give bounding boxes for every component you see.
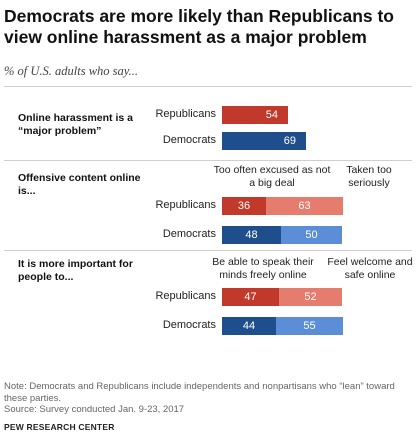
bar-democrats-1: 69 (222, 132, 306, 150)
footnote: Note: Democrats and Republicans include … (4, 381, 395, 404)
question-label: It is more important for people to... (18, 258, 133, 283)
row-label: Democrats (162, 134, 216, 146)
bar-democrats-1: 48 (222, 226, 281, 244)
row-label: Republicans (155, 108, 216, 120)
question-label: Offensive content online is... (18, 172, 141, 197)
divider (4, 86, 412, 87)
row-label: Republicans (155, 199, 216, 211)
brand-label: PEW RESEARCH CENTER (4, 422, 115, 432)
bar-republicans-1: 47 (222, 288, 279, 306)
bar-democrats-2: 50 (281, 226, 342, 244)
row-label: Republicans (155, 290, 216, 302)
row-label: Democrats (162, 228, 216, 240)
bar-republicans-1: 36 (222, 197, 266, 215)
bar-democrats-2: 55 (276, 317, 343, 335)
chart-subtitle: % of U.S. adults who say... (4, 64, 139, 78)
divider (4, 250, 412, 251)
source-note: Source: Survey conducted Jan. 9-23, 2017 (4, 404, 185, 415)
chart-title: Democrats are more likely than Republica… (4, 6, 394, 47)
question-label: Online harassment is a “major problem” (18, 112, 133, 137)
bar-republicans-2: 52 (279, 288, 342, 306)
bar-republicans-1: 54 (222, 106, 288, 124)
bar-republicans-2: 63 (266, 197, 343, 215)
column-header: Taken too seriously (346, 164, 392, 189)
bar-democrats-1: 44 (222, 317, 276, 335)
column-header: Too often excused as not a big deal (213, 164, 331, 189)
divider (4, 160, 412, 161)
column-header: Be able to speak their minds freely onli… (212, 256, 314, 281)
row-label: Democrats (162, 319, 216, 331)
column-header: Feel welcome and safe online (327, 256, 413, 281)
